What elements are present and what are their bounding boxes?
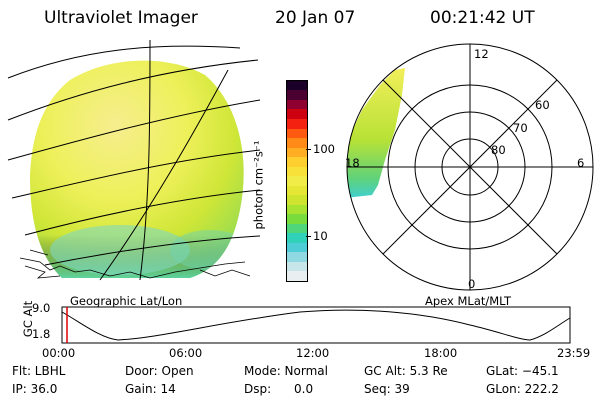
colorbar-segment <box>287 109 307 119</box>
timeline-tick-0000: 00:00 <box>42 346 76 360</box>
status-door: Door: Open <box>125 364 194 378</box>
geographic-aurora-image <box>30 60 244 278</box>
colorbar-segment <box>287 118 307 129</box>
colorbar-segment <box>287 252 307 262</box>
colorbar-segment <box>287 223 307 234</box>
colorbar-tick-mark <box>306 149 311 150</box>
status-glat: GLat: −45.1 <box>486 364 559 378</box>
timeline-ymin: 1.8 <box>32 327 51 341</box>
colorbar-segment <box>287 214 307 224</box>
timeline-tick-1200: 12:00 <box>296 346 330 360</box>
colorbar-segment <box>287 128 307 139</box>
colorbar-tick-10: 10 <box>313 229 328 243</box>
colorbar-segment <box>287 185 307 196</box>
timeline-tick-0600: 06:00 <box>169 346 203 360</box>
coastline <box>19 249 251 279</box>
colorbar-segment <box>287 176 307 186</box>
mlt-label-18: 18 <box>345 156 360 170</box>
status-seq: Seq: 39 <box>364 382 410 396</box>
mlt-label-6: 6 <box>577 156 585 170</box>
polar-aurora-image <box>347 68 405 198</box>
colorbar-segment <box>287 261 307 272</box>
colorbar-segment <box>287 147 307 158</box>
status-filter: Flt: LBHL <box>12 364 66 378</box>
colorbar-segment <box>287 90 307 100</box>
timeline-ymax: 9.0 <box>32 301 51 315</box>
timeline-tick-2359: 23:59 <box>557 346 591 360</box>
mlat-label-80: 80 <box>491 143 506 157</box>
status-mode: Mode: Normal <box>244 364 328 378</box>
mlt-label-12: 12 <box>474 47 489 61</box>
colorbar-segment <box>287 204 307 215</box>
colorbar-segment <box>287 80 307 91</box>
mlat-label-60: 60 <box>535 98 550 112</box>
date-label: 20 Jan 07 <box>275 8 356 28</box>
colorbar-tick-100: 100 <box>313 142 335 156</box>
colorbar-segment <box>287 166 307 177</box>
status-glon: GLon: 222.2 <box>486 382 559 396</box>
instrument-title: Ultraviolet Imager <box>44 8 198 28</box>
colorbar-tick-mark <box>306 236 311 237</box>
timeline-tick-1800: 18:00 <box>424 346 458 360</box>
geographic-panel-label: Geographic Lat/Lon <box>70 294 183 308</box>
colorbar-segment <box>287 138 307 148</box>
mlat-label-70: 70 <box>513 121 528 135</box>
apex-panel-label: Apex MLat/MLT <box>425 294 512 308</box>
colorbar-segment <box>287 233 307 243</box>
status-gc-alt: GC Alt: 5.3 Re <box>364 364 448 378</box>
colorbar-segment <box>287 195 307 205</box>
polar-plot <box>346 43 594 291</box>
status-gain: Gain: 14 <box>125 382 176 396</box>
status-dsp: Dsp: 0.0 <box>244 382 314 396</box>
colorbar-segment <box>287 99 307 110</box>
colorbar-segment <box>287 157 307 167</box>
colorbar <box>286 80 308 282</box>
time-label: 00:21:42 UT <box>430 8 535 28</box>
colorbar-segment <box>287 242 307 253</box>
colorbar-segment <box>287 271 307 281</box>
mlt-label-0: 0 <box>468 277 476 291</box>
geographic-grid <box>7 39 261 281</box>
status-ip: IP: 36.0 <box>12 382 58 396</box>
